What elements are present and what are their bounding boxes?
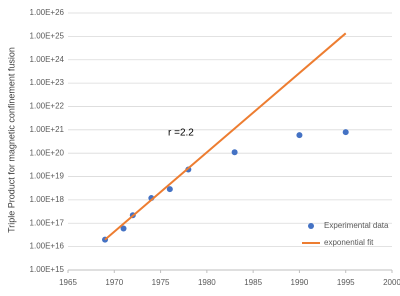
legend-label: Experimental data xyxy=(324,221,389,230)
y-tick-label: 1.00E+15 xyxy=(30,265,65,274)
y-tick-label: 1.00E+23 xyxy=(30,78,65,87)
data-point xyxy=(342,129,349,136)
x-tick-label: 1990 xyxy=(291,278,309,287)
data-point xyxy=(120,225,127,232)
y-axis-label: Triple Product for magnetic confinement … xyxy=(6,47,16,233)
x-tick-label: 1985 xyxy=(244,278,262,287)
y-tick-label: 1.00E+26 xyxy=(30,8,65,17)
y-tick-label: 1.00E+21 xyxy=(30,125,65,134)
y-tick-label: 1.00E+18 xyxy=(30,195,65,204)
annotation: r =2.2 xyxy=(168,128,194,139)
data-point xyxy=(166,186,173,193)
y-tick-label: 1.00E+17 xyxy=(30,218,65,227)
data-point xyxy=(296,132,303,139)
x-tick-label: 1995 xyxy=(337,278,355,287)
x-tick-label: 1975 xyxy=(152,278,170,287)
y-tick-label: 1.00E+25 xyxy=(30,31,65,40)
y-tick-label: 1.00E+22 xyxy=(30,102,65,111)
legend-label: exponential fit xyxy=(324,238,374,247)
x-tick-label: 2000 xyxy=(383,278,400,287)
data-point xyxy=(231,149,238,156)
y-tick-label: 1.00E+19 xyxy=(30,172,65,181)
fit-line xyxy=(104,32,347,241)
x-tick-label: 1970 xyxy=(105,278,123,287)
y-tick-label: 1.00E+24 xyxy=(30,55,65,64)
x-tick-label: 1965 xyxy=(59,278,77,287)
y-tick-label: 1.00E+16 xyxy=(30,242,65,251)
x-tick-label: 1980 xyxy=(198,278,216,287)
y-tick-label: 1.00E+20 xyxy=(30,148,65,157)
legend-swatch xyxy=(308,223,314,229)
